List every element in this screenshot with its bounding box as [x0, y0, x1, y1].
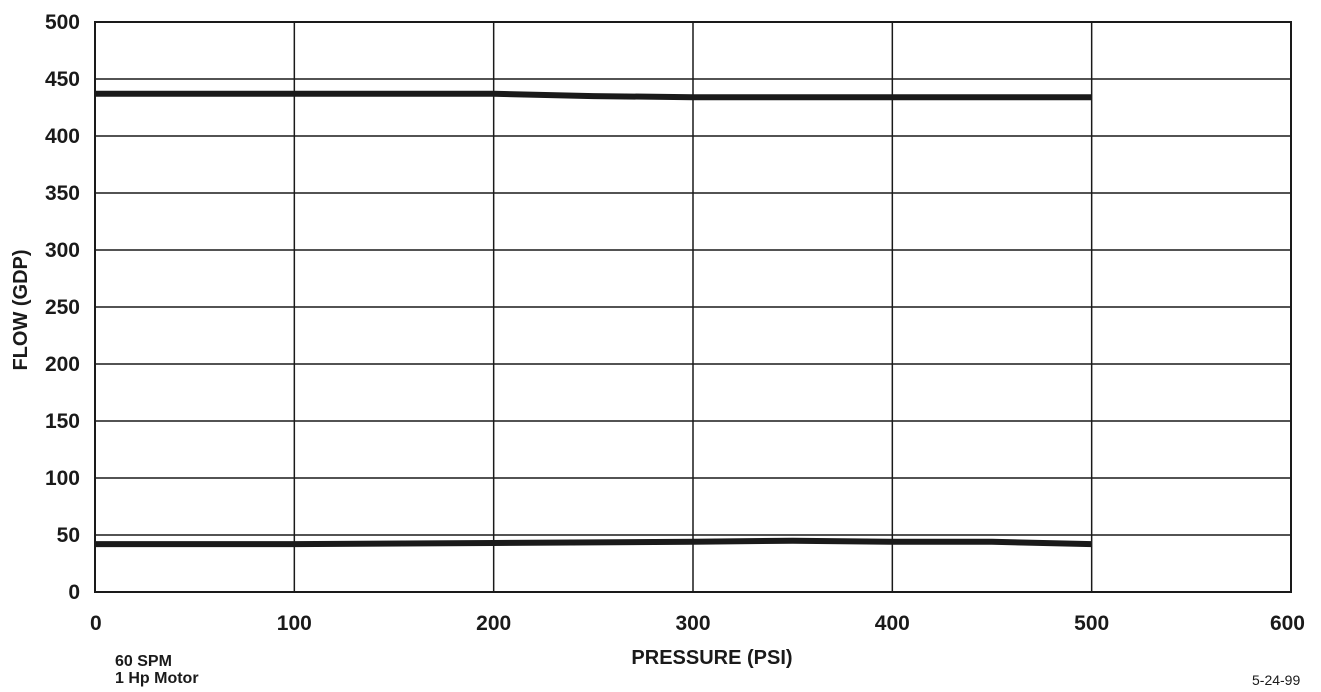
- note-spm: 60 SPM: [115, 653, 172, 670]
- x-tick-label: 0: [90, 612, 102, 635]
- y-tick-label: 50: [57, 524, 80, 547]
- y-tick-label: 100: [45, 467, 80, 490]
- y-tick-label: 350: [45, 182, 80, 205]
- y-tick-label: 300: [45, 239, 80, 262]
- series-line-1: [95, 90, 1092, 101]
- y-tick-labels: 0 50 100 150 200 250 300 350 400 450 500: [45, 11, 80, 604]
- y-tick-label: 250: [45, 296, 80, 319]
- series-line-2: [95, 537, 1092, 548]
- chart-notes: 60 SPM 1 Hp Motor: [115, 653, 199, 687]
- y-tick-label: 400: [45, 125, 80, 148]
- chart-date: 5-24-99: [1252, 672, 1301, 688]
- note-motor: 1 Hp Motor: [115, 670, 199, 687]
- y-tick-label: 200: [45, 353, 80, 376]
- y-tick-label: 500: [45, 11, 80, 34]
- x-tick-label: 400: [875, 612, 910, 635]
- series-lines: [95, 90, 1092, 548]
- x-tick-labels: 0 100 200 300 400 500 600: [90, 612, 1305, 635]
- grid-lines: [94, 21, 1292, 593]
- x-tick-label: 300: [675, 612, 710, 635]
- plot-frame: [94, 21, 1292, 593]
- x-tick-label: 600: [1270, 612, 1305, 635]
- x-tick-label: 500: [1074, 612, 1109, 635]
- y-axis-label: FLOW (GDP): [10, 249, 32, 370]
- x-axis-label: PRESSURE (PSI): [631, 647, 792, 669]
- x-tick-label: 100: [277, 612, 312, 635]
- y-tick-label: 150: [45, 410, 80, 433]
- x-tick-label: 200: [476, 612, 511, 635]
- y-tick-label: 0: [68, 581, 80, 604]
- y-tick-label: 450: [45, 68, 80, 91]
